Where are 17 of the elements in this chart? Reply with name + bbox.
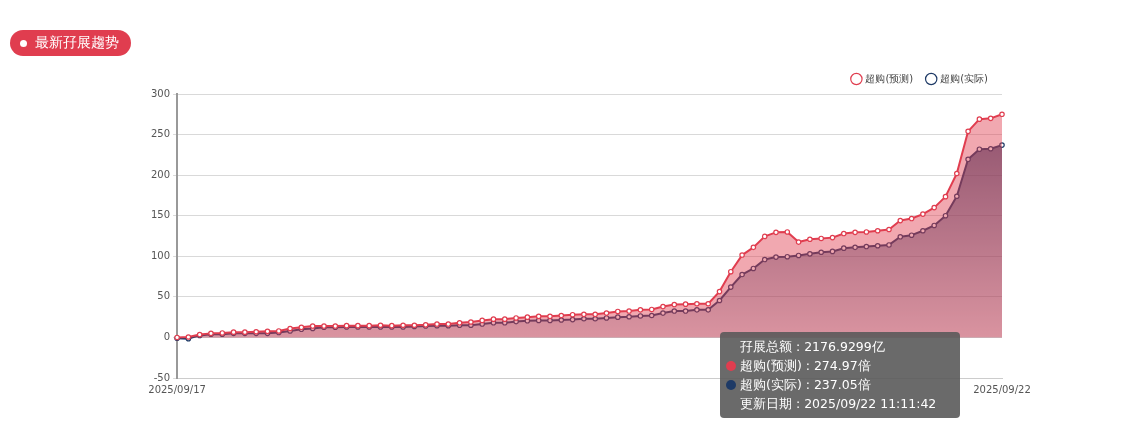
annotation: 超购(预测) : 274.97倍 [740,357,871,375]
y-tick-label: -50 [153,371,171,383]
annotation: 孖展总额 : 2176.9299亿 [740,338,885,356]
y-tick-label: 150 [150,209,171,221]
y-tick-label: 100 [150,249,171,261]
y-tick-label: 50 [157,290,171,302]
legend-label: 超购(实际) [940,72,989,84]
tooltip-box: 孖展总额 : 2176.9299亿 超购(预测) : 274.97倍 超购(实际) : 237.05倍 更新日期 : 2025/09/22 11:11:42 [720,332,960,418]
y-tick-label: 0 [163,331,171,343]
y-tick-label: 200 [150,168,171,180]
legend-label: 超购(预测) [865,72,914,84]
y-tick-label: 250 [150,128,171,140]
y-tick-label: 300 [150,87,171,99]
x-tick-label: 2025/09/17 [148,383,206,395]
x-tick-label: 2025/09/22 [973,383,1031,395]
chart-title: 最新孖展趨势 [35,34,119,52]
annotation: 超购(实际) : 237.05倍 [740,376,871,394]
